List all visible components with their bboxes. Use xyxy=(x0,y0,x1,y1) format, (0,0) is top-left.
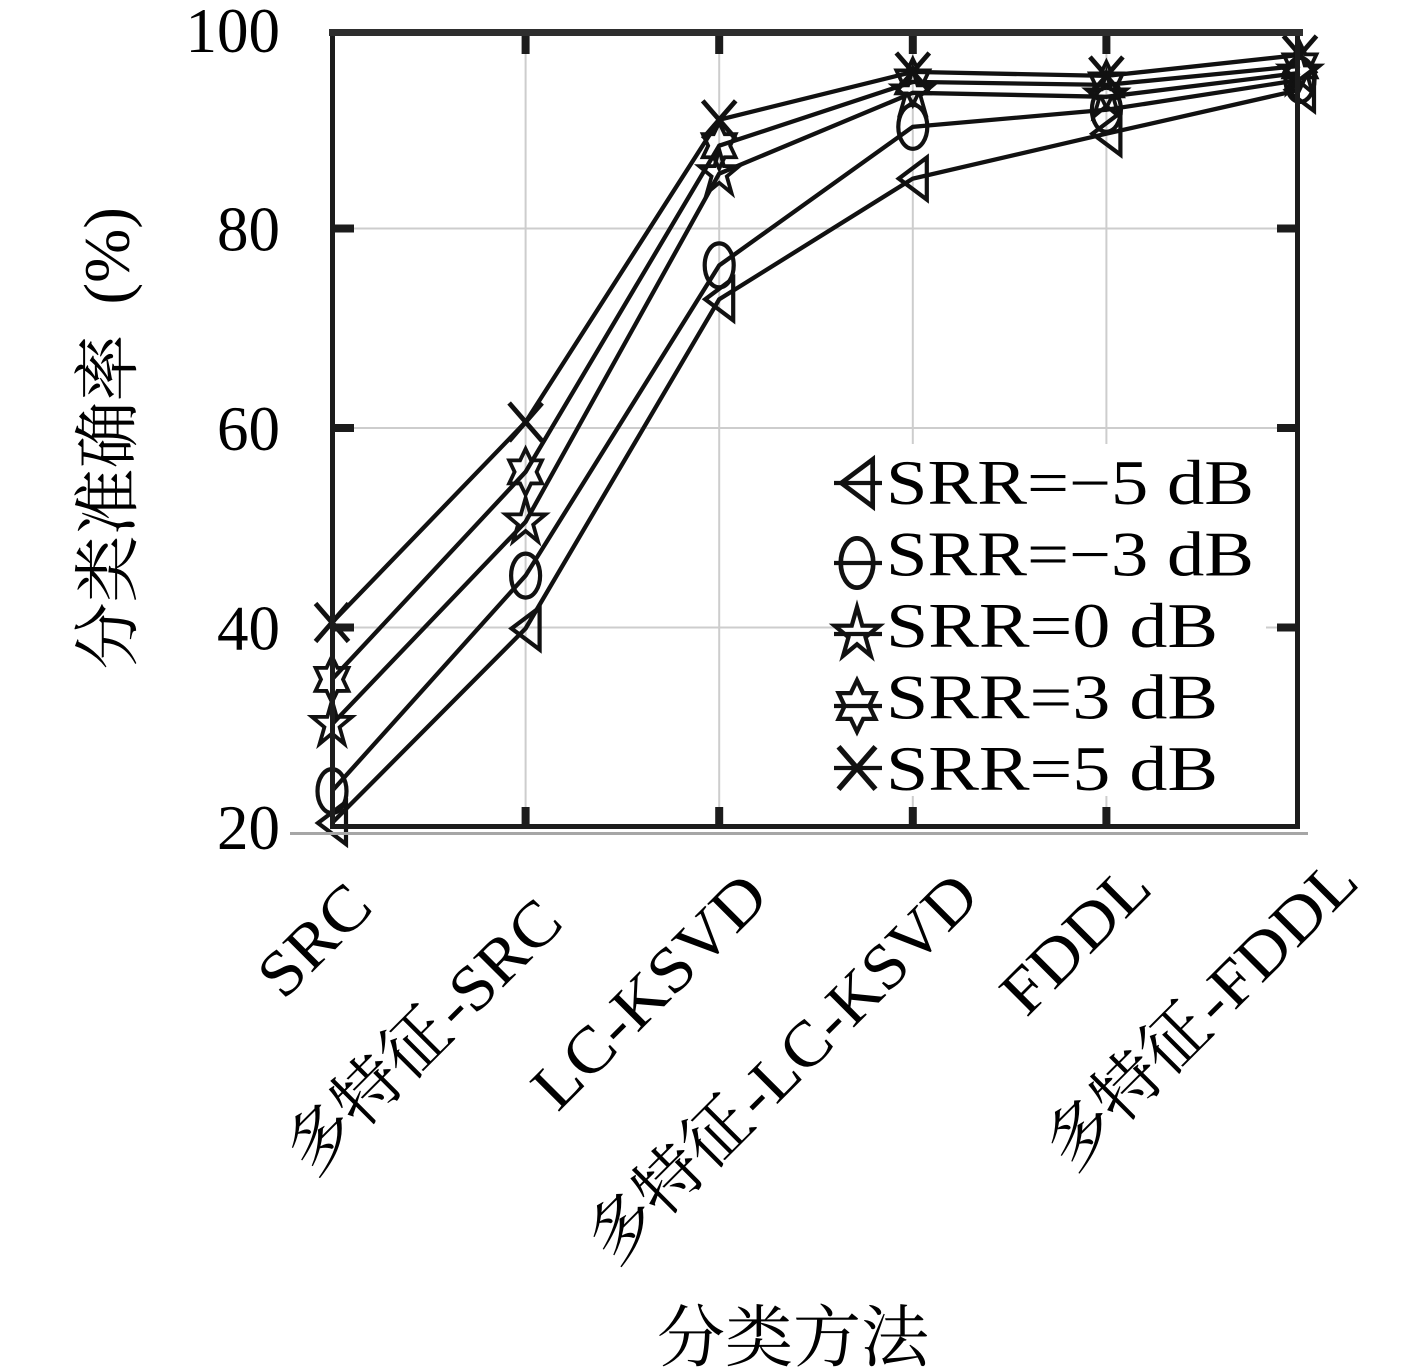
svg-text:100: 100 xyxy=(186,0,281,66)
svg-text:SRR=3 dB: SRR=3 dB xyxy=(886,663,1218,733)
svg-text:(%): (%) xyxy=(72,207,144,304)
svg-text:SRR=−5 dB: SRR=−5 dB xyxy=(886,448,1254,518)
svg-text:SRR=0 dB: SRR=0 dB xyxy=(886,591,1218,661)
svg-text:SRR=−3 dB: SRR=−3 dB xyxy=(886,520,1254,590)
svg-text:40: 40 xyxy=(217,593,280,663)
svg-text:60: 60 xyxy=(217,394,280,464)
svg-text:SRR=5 dB: SRR=5 dB xyxy=(886,734,1218,804)
svg-text:80: 80 xyxy=(217,194,280,264)
svg-text:20: 20 xyxy=(217,793,280,863)
